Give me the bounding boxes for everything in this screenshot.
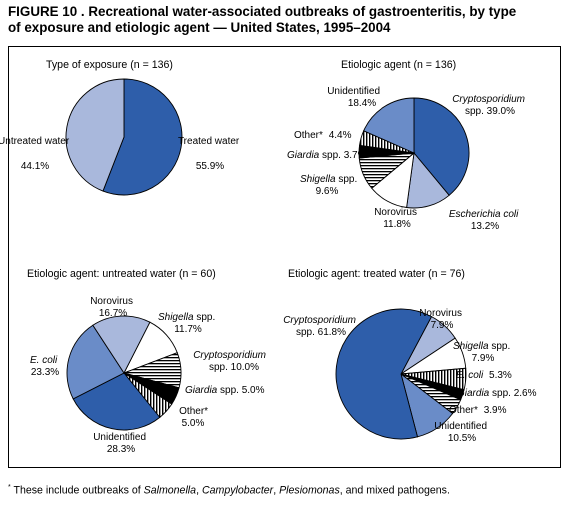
chart4-label-ecoli: E. coli 5.3%: [456, 370, 512, 381]
chart3-value-norovirus: 16.7%: [99, 308, 127, 319]
chart1-label-treated-text: Treated water: [178, 136, 240, 147]
chart3-slice-norovirus: [92, 315, 151, 374]
chart3-label-giardia-rest: spp. 5.0%: [220, 385, 265, 396]
chart3-value-unidentified: 28.3%: [107, 444, 135, 455]
figure-title-line-1: FIGURE 10 . Recreational water-associate…: [8, 4, 517, 19]
chart2-label-crypto-genus: Cryptosporidium: [452, 94, 525, 105]
chart1-label-untreated: Untreated water 44.1%: [0, 136, 72, 172]
chart3-title: Etiologic agent: untreated water (n = 60…: [27, 268, 216, 280]
chart3-value-shigella: 11.7%: [174, 324, 202, 335]
chart4-slice-cryptosporidium-spp: [335, 308, 433, 440]
chart1-label-treated: Treated water 55.9%: [178, 136, 242, 172]
chart4-label-shigella: Shigella spp. 7.9%: [453, 341, 513, 364]
chart3-label-unidentified-text: Unidentified: [93, 432, 146, 443]
chart4-label-unidentified-text: Unidentified: [434, 421, 487, 432]
chart2-label-unidentified: Unidentified 18.4%: [327, 86, 383, 109]
chart4-value-other: 3.9%: [484, 405, 507, 416]
chart2-slice-unidentified: [363, 97, 415, 154]
footnote-organism-1: Salmonella: [143, 484, 197, 497]
chart4-label-crypto: Cryptosporidium spp. 61.8%: [283, 315, 359, 338]
chart2-value-unidentified: 18.4%: [348, 98, 376, 109]
chart4-label-other-text: Other*: [449, 405, 478, 416]
chart4-label-giardia-genus: Giardia: [457, 388, 490, 399]
chart4-value-norovirus: 7.9%: [431, 320, 454, 331]
figure-title-line-2: of exposure and etiologic agent — United…: [8, 20, 391, 35]
chart3-label-crypto-genus: Cryptosporidium: [193, 350, 266, 361]
chart3-label-crypto: Cryptosporidium spp. 10.0%: [193, 350, 269, 373]
chart4-value-shigella: 7.9%: [472, 353, 495, 364]
chart4-label-other: Other* 3.9%: [449, 405, 507, 416]
chart2-label-other: Other* 4.4%: [294, 130, 352, 141]
chart4-label-norovirus-text: Norovirus: [419, 308, 462, 319]
chart2-label-giardia: Giardia spp. 3.7%: [287, 150, 367, 161]
chart4-label-ecoli-text: E. coli: [456, 370, 484, 381]
chart3-label-giardia: Giardia spp. 5.0%: [185, 385, 265, 396]
chart2-value-ecoli: 13.2%: [471, 221, 499, 232]
chart4-label-giardia-rest: spp. 2.6%: [492, 388, 537, 399]
footnote-organism-2: Campylobacter: [201, 484, 274, 497]
footnote-sep-1: ,: [196, 484, 202, 497]
footnote-sep-2: ,: [273, 484, 280, 497]
chart2-label-giardia-rest: spp. 3.7%: [322, 150, 367, 161]
chart3-label-other-text: Other*: [179, 406, 208, 417]
chart4-value-ecoli: 5.3%: [489, 370, 512, 381]
chart1-value-untreated: 44.1%: [21, 161, 49, 172]
chart3-label-ecoli: E. coli 23.3%: [30, 355, 60, 378]
chart3-label-unidentified: Unidentified 28.3%: [93, 432, 149, 455]
chart2-label-norovirus-text: Norovirus: [374, 207, 417, 218]
chart1-slice-treated-water: [102, 78, 183, 196]
chart2-value-shigella: 9.6%: [316, 186, 339, 197]
footnote-suffix: , and mixed pathogens.: [339, 484, 450, 497]
chart4-label-crypto-rest: spp. 61.8%: [296, 327, 346, 338]
footnote: * These include outbreaks of Salmonella,…: [8, 484, 572, 497]
chart4-label-shigella-line1: Shigella spp.: [453, 341, 510, 352]
chart3-label-ecoli-text: E. coli: [30, 355, 58, 366]
chart2-label-giardia-genus: Giardia: [287, 150, 320, 161]
chart1-slice-untreated-water: [65, 78, 125, 192]
chart2-label-ecoli-text: Escherichia coli: [449, 209, 519, 220]
chart2-label-other-text: Other*: [294, 130, 323, 141]
chart3-label-shigella: Shigella spp. 11.7%: [158, 312, 218, 335]
figure-title: FIGURE 10 . Recreational water-associate…: [8, 4, 568, 36]
chart3-label-other: Other* 5.0%: [179, 406, 211, 429]
chart2-value-norovirus: 11.8%: [383, 219, 411, 230]
chart4-value-unidentified: 10.5%: [448, 433, 476, 444]
footnote-prefix: These include outbreaks of: [10, 484, 144, 497]
chart1-title: Type of exposure (n = 136): [46, 59, 173, 71]
footnote-organism-3: Plesiomonas: [279, 484, 340, 497]
chart2-title: Etiologic agent (n = 136): [341, 59, 456, 71]
chart2-label-shigella-line1: Shigella spp.: [300, 174, 357, 185]
chart4-label-giardia: Giardia spp. 2.6%: [457, 388, 537, 399]
footnote-mark: *: [8, 484, 11, 491]
chart4-label-crypto-genus: Cryptosporidium: [283, 315, 356, 326]
chart3-label-crypto-rest: spp. 10.0%: [209, 362, 259, 373]
chart3-value-other: 5.0%: [182, 418, 205, 429]
chart2-value-other: 4.4%: [329, 130, 352, 141]
chart3-slice-e-coli: [66, 324, 125, 400]
chart3-value-ecoli: 23.3%: [31, 367, 59, 378]
chart2-label-crypto: Cryptosporidium spp. 39.0%: [452, 94, 528, 117]
chart4-title: Etiologic agent: treated water (n = 76): [288, 268, 465, 280]
chart2-label-crypto-rest: spp. 39.0%: [465, 106, 515, 117]
chart2-slice-cryptosporidium-spp: [413, 97, 470, 196]
chart2-label-norovirus: Norovirus 11.8%: [374, 207, 420, 230]
chart2-label-ecoli: Escherichia coli 13.2%: [449, 209, 521, 232]
chart2-label-shigella: Shigella spp. 9.6%: [300, 174, 360, 197]
chart2-label-unidentified-text: Unidentified: [327, 86, 380, 97]
chart3-slice-unidentified: [72, 372, 161, 431]
chart3-label-giardia-genus: Giardia: [185, 385, 218, 396]
chart3-label-norovirus: Norovirus 16.7%: [90, 296, 136, 319]
chart1-label-untreated-text: Untreated water: [0, 136, 70, 147]
chart3-label-norovirus-text: Norovirus: [90, 296, 133, 307]
chart3-label-shigella-line1: Shigella spp.: [158, 312, 215, 323]
chart1-value-treated: 55.9%: [196, 161, 224, 172]
figure-frame: [8, 46, 561, 468]
chart4-label-unidentified: Unidentified 10.5%: [434, 421, 490, 444]
chart4-label-norovirus: Norovirus 7.9%: [419, 308, 465, 331]
